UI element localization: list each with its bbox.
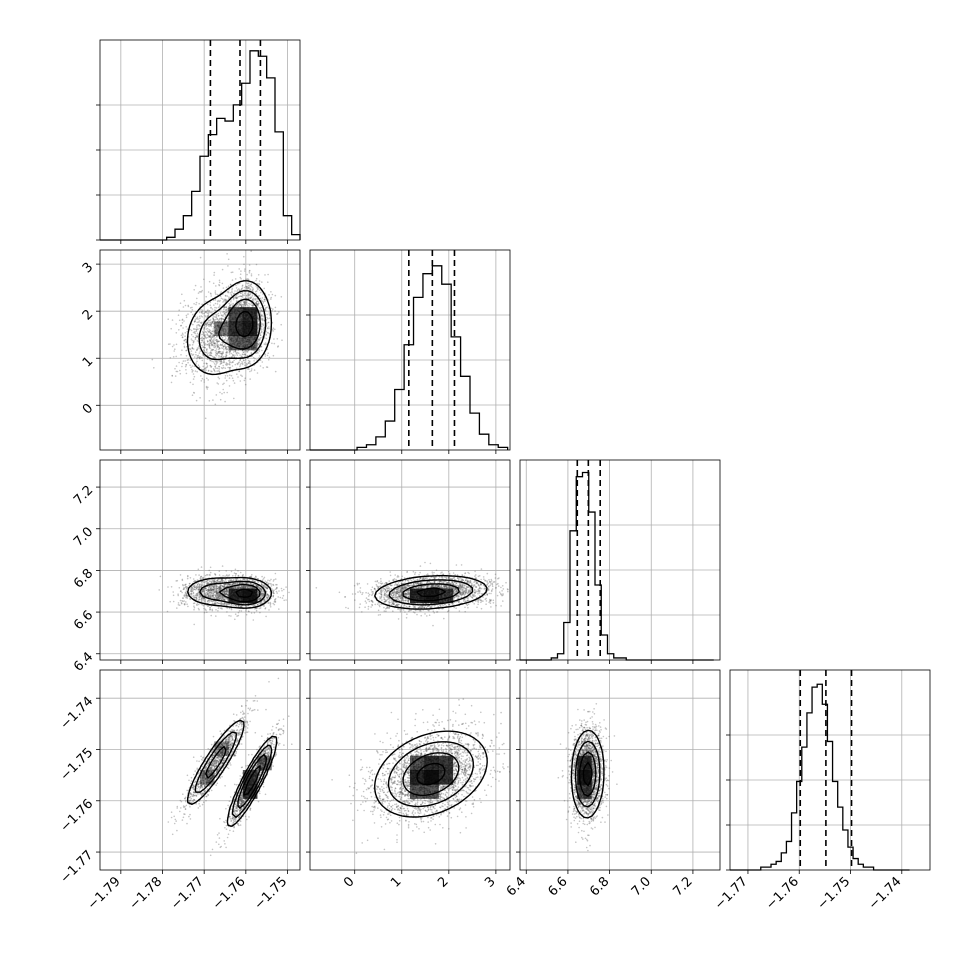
contour-1 — [402, 583, 460, 602]
histogram-step-1 — [310, 265, 509, 451]
contour-2 — [388, 579, 474, 606]
contour-1 — [218, 583, 261, 603]
contour-3 — [570, 729, 605, 819]
axes-frame — [99, 669, 301, 871]
axes-frame — [519, 459, 721, 661]
axes-frame — [309, 459, 511, 661]
contour-0 — [416, 587, 446, 598]
joint-panel-2-3: 6.4 6.6 6.8 7.0 7.2 — [504, 669, 721, 899]
contour-0 — [235, 588, 253, 598]
histogram-panel-0 — [96, 39, 301, 244]
contour-3 — [187, 719, 278, 827]
contour-3 — [374, 574, 488, 610]
contour-0 — [243, 765, 261, 796]
contour-2 — [198, 290, 267, 361]
contour-2 — [574, 740, 601, 808]
contour-3 — [374, 730, 488, 818]
contour-1 — [402, 752, 460, 797]
contour-1 — [218, 298, 261, 350]
contour-1 — [578, 751, 597, 797]
contour-0 — [416, 762, 446, 786]
axes-frame — [99, 39, 301, 241]
axes-frame — [309, 249, 511, 451]
contour-0 — [235, 310, 254, 338]
axes-frame — [309, 669, 511, 871]
axes-frame — [519, 669, 721, 871]
joint-panel-1-2 — [306, 459, 511, 664]
axes-frame — [729, 669, 931, 871]
contour-0 — [582, 761, 593, 787]
histogram-step-3 — [730, 683, 910, 871]
histogram-panel-1 — [306, 249, 511, 454]
axes-frame — [99, 249, 301, 451]
contour-2 — [194, 731, 273, 818]
contour-2 — [199, 580, 267, 606]
axes-frame — [99, 459, 301, 661]
histogram-panel-2 — [516, 459, 721, 664]
contour-1 — [205, 745, 268, 809]
contour-3 — [186, 280, 273, 376]
contour-3 — [187, 576, 273, 609]
contour-2 — [387, 741, 474, 808]
